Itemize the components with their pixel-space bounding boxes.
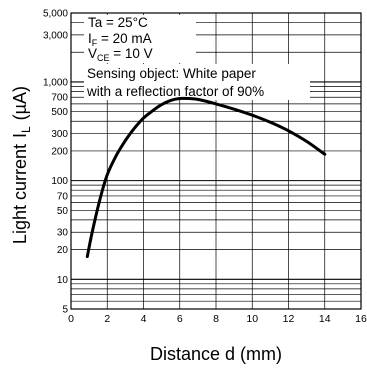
annotation-line-2: with a reflection factor of 90% <box>86 84 264 99</box>
annotation-line-1: Sensing object: White paper <box>87 66 256 81</box>
y-tick-label: 70 <box>57 191 69 202</box>
y-tick-label: 500 <box>51 107 68 118</box>
y-tick-label: 200 <box>51 146 68 157</box>
grid <box>70 12 362 310</box>
condition-collector-voltage: VCE = 10 V <box>88 46 153 63</box>
y-axis-label-main: Light current <box>10 144 30 244</box>
annotation-background <box>84 64 310 100</box>
annotation: Sensing object: White paper with a refle… <box>84 64 310 100</box>
y-axis-label-subscript: L <box>19 126 33 133</box>
condition-forward-current: IF = 20 mA <box>88 31 152 48</box>
series-line <box>85 96 327 259</box>
x-axis-label: Distance d (mm) <box>150 344 282 364</box>
x-tick-label: 2 <box>104 313 110 325</box>
y-tick-label: 10 <box>57 275 69 286</box>
y-tick-label: 30 <box>57 228 69 239</box>
y-axis: 5 10 20 30 50 70 100 200 300 500 700 1,000 3,000 5,00… <box>43 9 68 316</box>
x-tick-label: 8 <box>213 313 219 325</box>
y-tick-label: 700 <box>51 93 68 104</box>
y-axis-label-text: Light current IL (µA) <box>10 86 33 244</box>
y-tick-label: 1,000 <box>43 77 68 88</box>
y-tick-label: 100 <box>51 176 68 187</box>
x-tick-label: 6 <box>177 313 183 325</box>
condition-forward-current-subscript: F <box>92 38 98 48</box>
condition-forward-current-symbol: I <box>88 31 92 46</box>
x-tick-label: 14 <box>319 313 331 325</box>
y-tick-label: 300 <box>51 129 68 140</box>
x-tick-label: 16 <box>355 313 367 325</box>
plot-frame <box>70 12 362 310</box>
y-tick-label: 5 <box>62 305 68 316</box>
conditions: Ta = 25°C IF = 20 mA VCE = 10 V <box>84 15 196 63</box>
x-tick-label: 0 <box>68 313 74 325</box>
y-tick-label: 5,000 <box>43 9 68 20</box>
x-tick-label: 10 <box>246 313 258 325</box>
condition-collector-voltage-value: = 10 V <box>110 46 153 61</box>
y-axis-label-symbol: I <box>10 133 30 138</box>
condition-forward-current-value: = 20 mA <box>97 31 151 46</box>
condition-collector-voltage-subscript: CE <box>97 53 110 63</box>
x-tick-label: 12 <box>283 313 295 325</box>
x-axis: 0 2 4 6 8 10 12 14 16 <box>68 313 367 325</box>
y-axis-label-unit: (µA) <box>10 86 30 120</box>
y-tick-label: 50 <box>57 206 69 217</box>
x-tick-label: 4 <box>141 313 147 325</box>
condition-temperature: Ta = 25°C <box>88 15 148 30</box>
y-axis-label: Light current IL (µA) <box>10 86 33 244</box>
y-tick-label: 20 <box>57 245 69 256</box>
condition-collector-voltage-symbol: V <box>88 46 97 61</box>
conditions-background <box>84 15 196 63</box>
y-tick-label: 3,000 <box>43 30 68 41</box>
